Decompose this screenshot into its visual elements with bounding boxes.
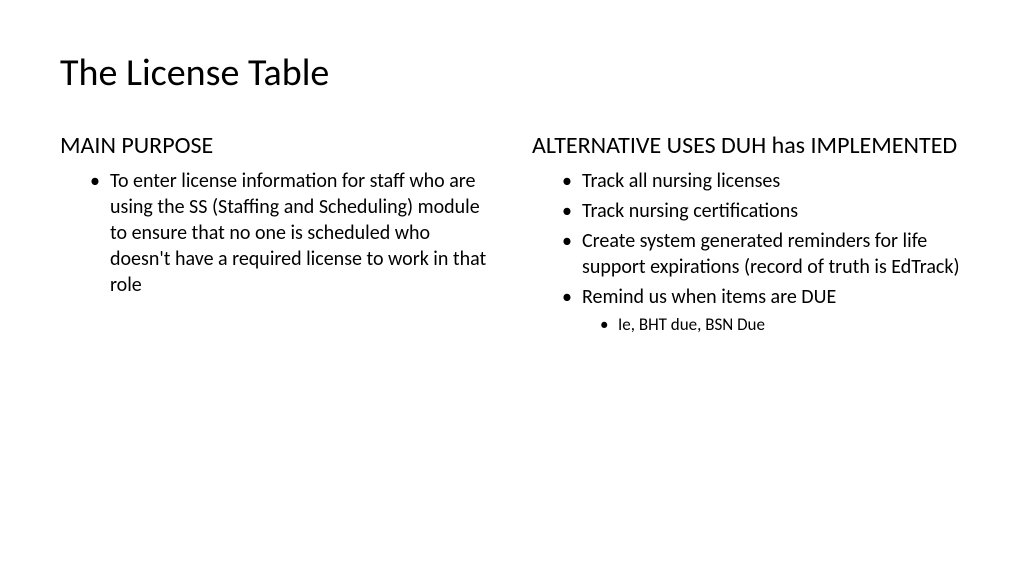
list-item: Track all nursing licenses: [582, 168, 964, 194]
left-column: MAIN PURPOSE To enter license informatio…: [60, 131, 492, 340]
left-heading: MAIN PURPOSE: [60, 131, 492, 160]
list-item: Remind us when items are DUE Ie, BHT due…: [582, 284, 964, 336]
list-item: To enter license information for staff w…: [110, 168, 492, 298]
list-item: Create system generated reminders for li…: [582, 228, 964, 280]
list-item-text: Remind us when items are DUE: [582, 285, 836, 309]
sub-list-item: Ie, BHT due, BSN Due: [618, 314, 964, 336]
content-columns: MAIN PURPOSE To enter license informatio…: [60, 131, 964, 340]
left-bullet-list: To enter license information for staff w…: [60, 168, 492, 298]
right-heading: ALTERNATIVE USES DUH has IMPLEMENTED: [532, 131, 964, 160]
slide-title: The License Table: [60, 50, 964, 96]
list-item: Track nursing certifications: [582, 198, 964, 224]
right-column: ALTERNATIVE USES DUH has IMPLEMENTED Tra…: [532, 131, 964, 340]
sub-bullet-list: Ie, BHT due, BSN Due: [582, 314, 964, 336]
right-bullet-list: Track all nursing licenses Track nursing…: [532, 168, 964, 336]
